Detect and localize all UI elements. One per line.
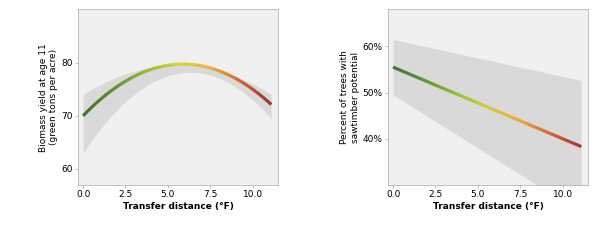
X-axis label: Transfer distance (°F): Transfer distance (°F)	[433, 202, 544, 211]
Y-axis label: Biomass yield at age 11
(green tons per acre): Biomass yield at age 11 (green tons per …	[39, 43, 58, 151]
X-axis label: Transfer distance (°F): Transfer distance (°F)	[122, 202, 233, 211]
Y-axis label: Percent of trees with
sawtimber potential: Percent of trees with sawtimber potentia…	[340, 50, 359, 144]
